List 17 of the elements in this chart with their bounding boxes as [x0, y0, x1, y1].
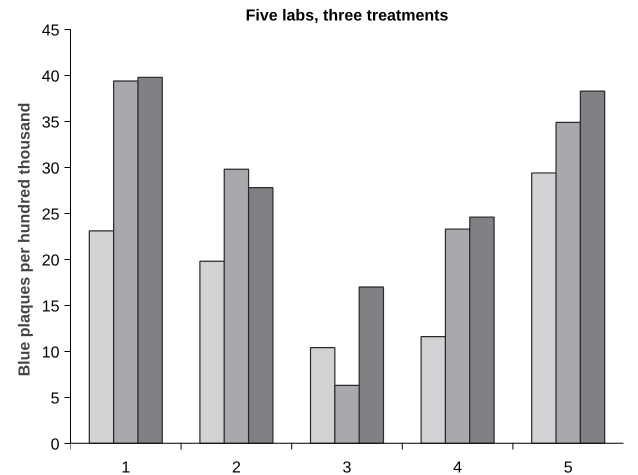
chart-title: Five labs, three treatments: [246, 8, 448, 24]
y-tick-label: 10: [42, 344, 60, 362]
y-tick-label: 30: [42, 160, 60, 178]
y-tick-label: 35: [42, 114, 60, 132]
x-tick-label: 3: [342, 460, 352, 475]
y-tick-label: 20: [42, 252, 60, 270]
y-tick-label: 45: [42, 22, 60, 40]
x-tick-label: 4: [453, 460, 462, 475]
x-tick-label: 5: [564, 460, 573, 475]
y-tick-label: 25: [42, 206, 60, 224]
y-tick-label: 40: [42, 68, 60, 86]
y-tick-label: 5: [50, 390, 60, 408]
y-tick-label: 15: [42, 298, 60, 316]
x-tick-label: 2: [232, 460, 241, 475]
y-axis-title: Blue plaques per hundred thousand: [16, 102, 34, 376]
y-tick-label: 0: [50, 436, 60, 454]
x-tick-label: 1: [121, 460, 130, 475]
